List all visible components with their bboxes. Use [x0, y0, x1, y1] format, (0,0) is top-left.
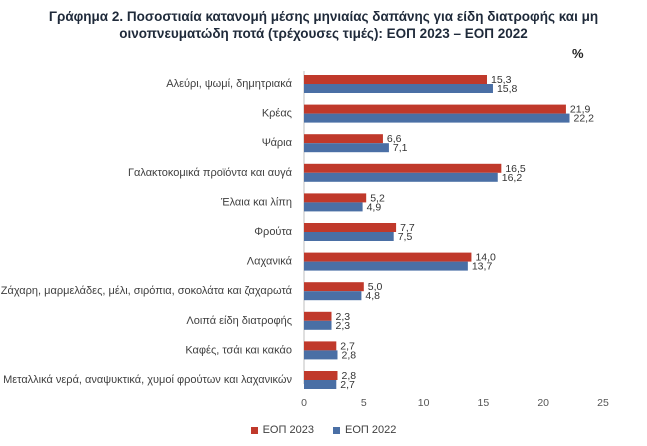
bar	[304, 134, 383, 144]
data-label: 2,8	[341, 349, 356, 361]
data-label: 5,2	[370, 192, 385, 204]
data-label: 21,9	[570, 104, 591, 116]
bar	[304, 75, 487, 84]
data-label: 16,2	[502, 172, 523, 184]
data-label: 2,7	[340, 379, 355, 391]
bar	[304, 320, 332, 330]
bar	[304, 350, 338, 360]
legend-label-2023: ΕΟΠ 2023	[262, 424, 314, 436]
chart-title-line-1: Γράφημα 2. Ποσοστιαία κατανομή μέσης μην…	[48, 9, 599, 24]
bar	[304, 282, 364, 292]
data-label: 2,3	[336, 320, 351, 332]
data-label: 7,7	[400, 222, 415, 234]
bar	[304, 113, 570, 123]
bar	[304, 223, 397, 232]
bar	[304, 232, 394, 241]
category-label: Μεταλλικά νερά, αναψυκτικά, χυμοί φρούτω…	[3, 374, 292, 386]
bar	[304, 143, 389, 153]
x-tick-label: 15	[478, 397, 490, 409]
bar	[304, 261, 468, 271]
x-tick-label: 10	[418, 397, 430, 409]
category-label: Καφές, τσάι και κακάο	[185, 344, 292, 356]
bar	[304, 371, 338, 380]
category-label: Κρέας	[262, 108, 292, 120]
chart-title: Γράφημα 2. Ποσοστιαία κατανομή μέσης μην…	[0, 8, 647, 42]
legend-swatch-2023	[250, 426, 258, 434]
x-tick-label: 20	[537, 397, 549, 409]
bar	[304, 202, 363, 212]
bar	[304, 172, 498, 182]
data-label: 4,9	[367, 201, 382, 213]
category-label: Γαλακτοκομικά προϊόντα και αυγά	[128, 167, 293, 179]
bar	[304, 311, 332, 321]
category-label: Λαχανικά	[247, 256, 293, 268]
x-tick-label: 0	[301, 397, 307, 409]
x-tick-label: 25	[597, 397, 609, 409]
data-label: 5,0	[368, 281, 383, 293]
bar	[304, 341, 337, 351]
category-label: Έλαια και λίπη	[220, 196, 292, 208]
data-label: 22,2	[574, 113, 595, 125]
category-label: Ζάχαρη, μαρμελάδες, μέλι, σιρόπια, σοκολ…	[1, 285, 293, 297]
bar	[304, 193, 367, 203]
data-label: 15,8	[497, 83, 518, 95]
data-label: 15,3	[491, 74, 512, 86]
legend-item-2022: ΕΟΠ 2022	[333, 424, 396, 436]
data-label: 16,5	[505, 163, 526, 175]
data-label: 14,0	[475, 252, 496, 264]
category-label: Φρούτα	[254, 226, 292, 238]
bar	[304, 104, 566, 114]
bar	[304, 380, 337, 389]
data-label: 2,7	[340, 340, 355, 352]
bar	[304, 163, 502, 173]
bar	[304, 84, 493, 93]
data-label: 13,7	[472, 261, 493, 273]
unit-label: %	[572, 46, 584, 61]
category-label: Αλεύρι, ψωμί, δημητριακά	[166, 78, 292, 90]
x-tick-label: 5	[361, 397, 367, 409]
data-label: 6,6	[387, 133, 402, 145]
data-label: 4,8	[365, 290, 380, 302]
chart-title-line-2: οινοπνευματώδη ποτά (τρέχουσες τιμές): Ε…	[119, 26, 528, 41]
data-label: 2,8	[341, 370, 356, 382]
category-label: Ψάρια	[262, 137, 293, 149]
bar	[304, 291, 362, 301]
data-label: 7,1	[393, 142, 408, 154]
bar	[304, 252, 472, 262]
legend-label-2022: ΕΟΠ 2022	[345, 424, 397, 436]
legend-swatch-2022	[333, 426, 341, 434]
data-label: 2,3	[336, 311, 351, 323]
data-label: 7,5	[398, 231, 413, 243]
category-label: Λοιπά είδη διατροφής	[186, 315, 292, 327]
legend-item-2023: ΕΟΠ 2023	[250, 424, 314, 436]
legend: ΕΟΠ 2023 ΕΟΠ 2022	[0, 424, 647, 436]
